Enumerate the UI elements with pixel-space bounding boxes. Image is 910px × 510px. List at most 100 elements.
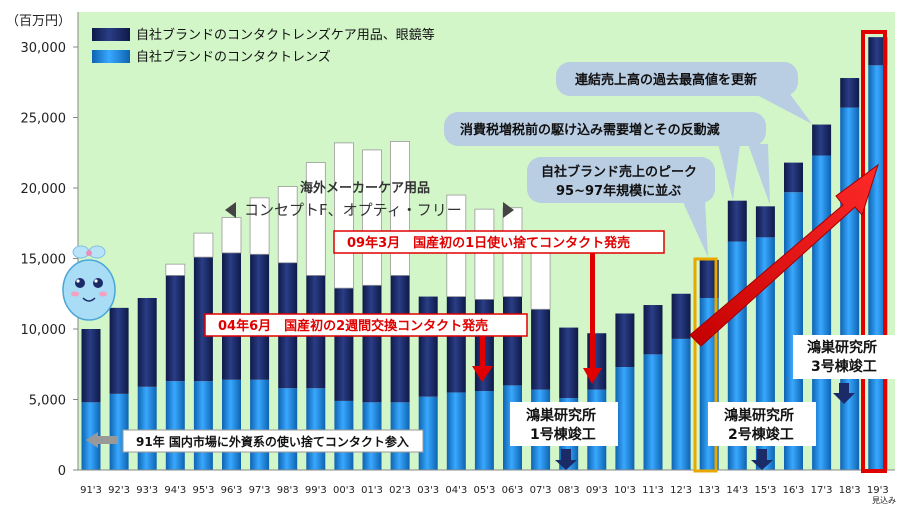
x-tick-label: 91'3 xyxy=(80,485,102,496)
legend-label-contact: 自社ブランドのコンタクトレンズ xyxy=(136,49,331,65)
foreign-label-line2: コンセプトF、オプティ・フリー xyxy=(244,201,462,219)
bar-dark-95-3 xyxy=(193,257,213,382)
bar-dark-15-3 xyxy=(755,206,775,238)
event-2009-label: 09年3月 国産初の1日使い捨てコンタクト発売 xyxy=(347,235,630,251)
x-tick-label: 93'3 xyxy=(136,485,158,496)
callout-record: 連結売上高の過去最高値を更新 xyxy=(556,62,812,124)
bar-white-07-3 xyxy=(530,251,551,310)
bar-dark-16-3 xyxy=(784,162,803,193)
foreign-label-line1: 海外メーカーケア用品 xyxy=(300,180,430,196)
bar-dark-00-3 xyxy=(334,288,354,401)
entry-1991-label: 91年 国内市場に外資系の使い捨てコンタクト参入 xyxy=(136,434,409,449)
y-tick-label: 20,000 xyxy=(21,182,67,197)
lab2-arrow xyxy=(751,449,773,470)
lab1-arrow xyxy=(555,449,577,470)
lab2-line1: 鴻巣研究所 xyxy=(724,407,794,424)
y-unit-label: （百万円） xyxy=(6,14,71,29)
foreign-arrow-left xyxy=(225,202,236,218)
x-tick-label: 09'3 xyxy=(586,485,608,496)
bar-light-93-3 xyxy=(137,386,157,470)
x-tick-label: 13'3 xyxy=(698,485,720,496)
x-tick-label: 98'3 xyxy=(277,485,299,496)
bar-dark-11-3 xyxy=(643,305,663,355)
x-tick-label: 08'3 xyxy=(558,485,580,496)
bar-light-10-3 xyxy=(615,367,635,470)
x-tick-label: 00'3 xyxy=(333,485,355,496)
highlight-13-3 xyxy=(693,257,718,473)
lab2-line2: 2号棟竣工 xyxy=(728,426,794,443)
bar-light-98-3 xyxy=(278,388,298,470)
bar-dark-91-3 xyxy=(81,329,101,403)
bar-dark-06-3 xyxy=(503,296,522,386)
callout-peak: 自社ブランド売上のピーク 95~97年規模に並ぶ xyxy=(527,157,715,257)
x-tick-label: 11'3 xyxy=(642,485,664,496)
bar-dark-17-3 xyxy=(812,124,832,156)
x-tick-label: 97'3 xyxy=(249,485,271,496)
bar-light-11-3 xyxy=(643,354,663,470)
bar-light-12-3 xyxy=(671,338,691,470)
x-tick-label: 94'3 xyxy=(164,485,186,496)
event-2004-box xyxy=(204,313,528,337)
foreign-arrow-right xyxy=(503,202,514,218)
last-category-note: 見込み xyxy=(872,496,896,505)
bar-light-05-3 xyxy=(474,391,494,470)
bar-dark-04-3 xyxy=(446,296,466,393)
bar-dark-14-3 xyxy=(727,200,747,242)
bar-dark-18-3 xyxy=(840,78,860,108)
bar-dark-92-3 xyxy=(109,307,129,394)
x-tick-label: 18'3 xyxy=(839,485,861,496)
bar-light-99-3 xyxy=(306,388,326,470)
bar-dark-07-3 xyxy=(531,309,551,390)
x-tick-label: 05'3 xyxy=(473,485,495,496)
bar-light-97-3 xyxy=(250,379,270,470)
lab1-line1: 鴻巣研究所 xyxy=(526,407,596,424)
legend-swatch-light xyxy=(92,50,130,63)
bar-light-04-3 xyxy=(446,392,466,470)
event-2004-arrow-head xyxy=(472,366,493,382)
lab2-box xyxy=(708,402,816,446)
x-tick-label: 19'3 xyxy=(867,485,889,496)
bar-white-96-3 xyxy=(221,217,242,254)
bar-dark-03-3 xyxy=(418,296,438,397)
x-tick-label: 96'3 xyxy=(221,485,243,496)
bar-light-91-3 xyxy=(81,402,101,470)
legend: 自社ブランドのコンタクトレンズケア用品、眼鏡等 自社ブランドのコンタクトレンズ xyxy=(92,27,435,65)
lab3-arrow xyxy=(833,383,855,404)
bar-dark-19-3 xyxy=(868,37,888,66)
event-2009-arrow-shaft xyxy=(590,253,595,368)
bar-white-94-3 xyxy=(165,263,186,276)
bar-dark-02-3 xyxy=(390,275,410,403)
x-tick-label: 15'3 xyxy=(754,485,776,496)
bar-white-99-3 xyxy=(305,162,326,276)
bar-dark-08-3 xyxy=(559,327,579,399)
callout-peak-line2: 95~97年規模に並ぶ xyxy=(556,183,681,199)
x-tick-label: 99'3 xyxy=(305,485,327,496)
bar-light-95-3 xyxy=(193,381,213,470)
lab3-line2: 3号棟竣工 xyxy=(811,358,877,375)
y-tick-label: 5,000 xyxy=(29,394,66,409)
event-2009-box xyxy=(333,230,665,254)
callout-tax-text: 消費税増税前の駆け込み需要増とその反動減 xyxy=(460,122,720,138)
x-tick-label: 16'3 xyxy=(783,485,805,496)
callout-tax: 消費税増税前の駆け込み需要増とその反動減 xyxy=(444,112,770,205)
growth-trend-arrow xyxy=(689,163,879,347)
legend-label-care: 自社ブランドのコンタクトレンズケア用品、眼鏡等 xyxy=(136,27,435,43)
x-tick-label: 95'3 xyxy=(192,485,214,496)
event-2004-arrow-shaft xyxy=(480,336,485,366)
bar-dark-12-3 xyxy=(671,293,691,339)
entry-1991-box xyxy=(122,429,424,453)
legend-swatch-dark xyxy=(92,28,130,41)
x-tick-label: 92'3 xyxy=(108,485,130,496)
bar-dark-01-3 xyxy=(362,285,382,403)
bar-light-96-3 xyxy=(222,379,241,470)
entry-1991-arrow xyxy=(86,432,118,448)
x-tick-label: 06'3 xyxy=(502,485,524,496)
y-tick-label: 30,000 xyxy=(21,41,67,56)
lab1-line2: 1号棟竣工 xyxy=(530,426,596,443)
event-2004-label: 04年6月 国産初の2週間交換コンタクト発売 xyxy=(218,318,488,334)
lab3-line1: 鴻巣研究所 xyxy=(807,339,877,356)
callout-record-text: 連結売上高の過去最高値を更新 xyxy=(575,72,757,88)
bar-light-18-3 xyxy=(840,107,860,470)
y-tick-label: 0 xyxy=(58,464,66,479)
